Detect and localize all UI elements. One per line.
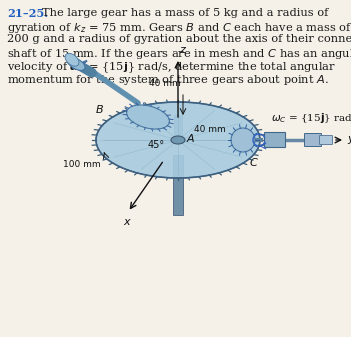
Text: $\omega_C$ = {15$\mathbf{j}$} rad/s: $\omega_C$ = {15$\mathbf{j}$} rad/s bbox=[271, 111, 351, 125]
Text: The large gear has a mass of 5 kg and a radius of: The large gear has a mass of 5 kg and a … bbox=[42, 8, 329, 18]
Text: 200 g and a radius of gyration about the axis of their connecting: 200 g and a radius of gyration about the… bbox=[7, 34, 351, 44]
Bar bbox=[173, 155, 183, 215]
Text: $A$: $A$ bbox=[186, 132, 196, 144]
Ellipse shape bbox=[127, 105, 170, 129]
Text: momentum for the system of three gears about point $A$.: momentum for the system of three gears a… bbox=[7, 73, 329, 87]
Text: 40 mm: 40 mm bbox=[149, 79, 181, 88]
FancyBboxPatch shape bbox=[265, 132, 285, 148]
Ellipse shape bbox=[67, 57, 85, 70]
Bar bbox=[174, 115, 182, 137]
Text: $x$: $x$ bbox=[122, 217, 132, 227]
Ellipse shape bbox=[231, 128, 255, 152]
Ellipse shape bbox=[96, 102, 260, 178]
FancyBboxPatch shape bbox=[319, 135, 332, 145]
Text: 21–25.: 21–25. bbox=[7, 8, 48, 19]
Text: 45°: 45° bbox=[148, 140, 165, 150]
Text: $y$: $y$ bbox=[347, 134, 351, 146]
Ellipse shape bbox=[171, 136, 185, 144]
Text: shaft of 15 mm. If the gears are in mesh and $C$ has an angular: shaft of 15 mm. If the gears are in mesh… bbox=[7, 47, 351, 61]
Text: 40 mm: 40 mm bbox=[194, 125, 226, 134]
FancyBboxPatch shape bbox=[305, 133, 322, 147]
Text: $B$: $B$ bbox=[95, 103, 104, 115]
Text: 100 mm: 100 mm bbox=[63, 160, 101, 169]
Text: $z$: $z$ bbox=[179, 45, 187, 55]
Text: $C$: $C$ bbox=[249, 156, 259, 168]
Text: gyration of $k_z$ = 75 mm. Gears $B$ and $C$ each have a mass of: gyration of $k_z$ = 75 mm. Gears $B$ and… bbox=[7, 21, 351, 35]
Ellipse shape bbox=[65, 53, 79, 66]
Text: velocity of $\boldsymbol{\omega}_c$ = {15$\mathbf{j}$} rad/s, determine the tota: velocity of $\boldsymbol{\omega}_c$ = {1… bbox=[7, 60, 336, 74]
